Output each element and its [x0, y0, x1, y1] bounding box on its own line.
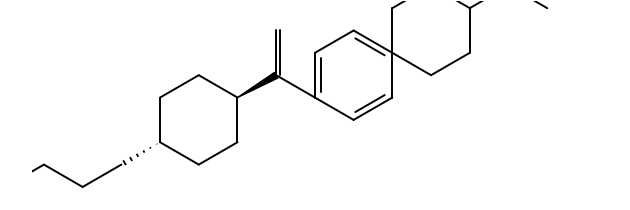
Polygon shape	[238, 72, 278, 98]
